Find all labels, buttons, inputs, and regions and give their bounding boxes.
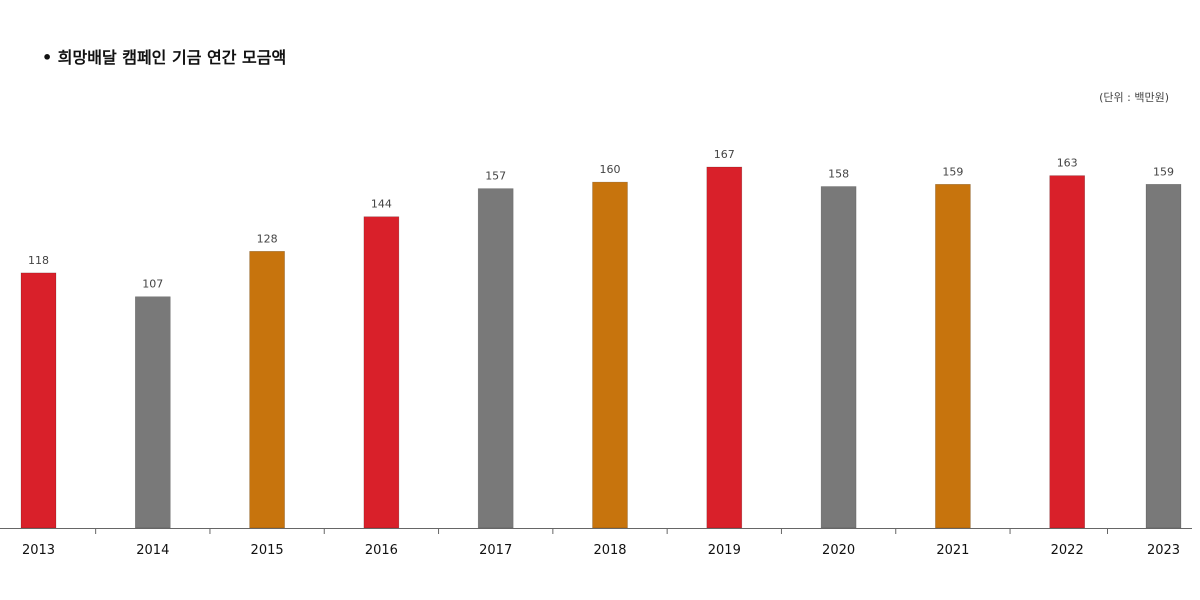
bar-2016 [363,216,400,529]
x-tick-label-2018: 2018 [593,543,626,558]
bar-2021 [935,184,971,529]
bar-2020 [820,186,857,529]
x-tick-label-2014: 2014 [136,543,169,558]
bar-2018 [592,181,628,529]
bar-2013 [20,272,57,529]
x-tick-label-2019: 2019 [708,543,741,558]
value-label-2018: 160 [600,163,621,176]
bar-2022 [1049,175,1085,529]
x-tick-label-2021: 2021 [936,543,969,558]
x-tick-label-2023: 2023 [1147,543,1180,558]
x-tick-label-2020: 2020 [822,543,855,558]
x-tick-label-2015: 2015 [251,543,284,558]
bar-2014 [135,296,171,529]
value-label-2015: 128 [257,232,278,245]
value-label-2023: 159 [1153,165,1174,178]
value-label-2017: 157 [485,170,506,183]
x-tick-label-2013: 2013 [22,543,55,558]
x-tick-label-2022: 2022 [1051,543,1084,558]
bar-2015 [249,251,285,529]
value-label-2013: 118 [28,254,49,267]
value-label-2022: 163 [1057,157,1078,170]
bar-2019 [706,166,743,529]
chart-title: • 희망배달 캠페인 기금 연간 모금액 [42,48,287,67]
x-tick-label-2016: 2016 [365,543,398,558]
value-label-2016: 144 [371,198,392,211]
value-label-2021: 159 [942,165,963,178]
bar-2023 [1145,184,1182,529]
unit-note: (단위 : 백만원) [1099,91,1169,104]
value-label-2014: 107 [142,278,163,291]
bar-2017 [477,188,514,529]
value-label-2020: 158 [828,168,849,181]
value-label-2019: 167 [714,148,735,161]
x-tick-label-2017: 2017 [479,543,512,558]
